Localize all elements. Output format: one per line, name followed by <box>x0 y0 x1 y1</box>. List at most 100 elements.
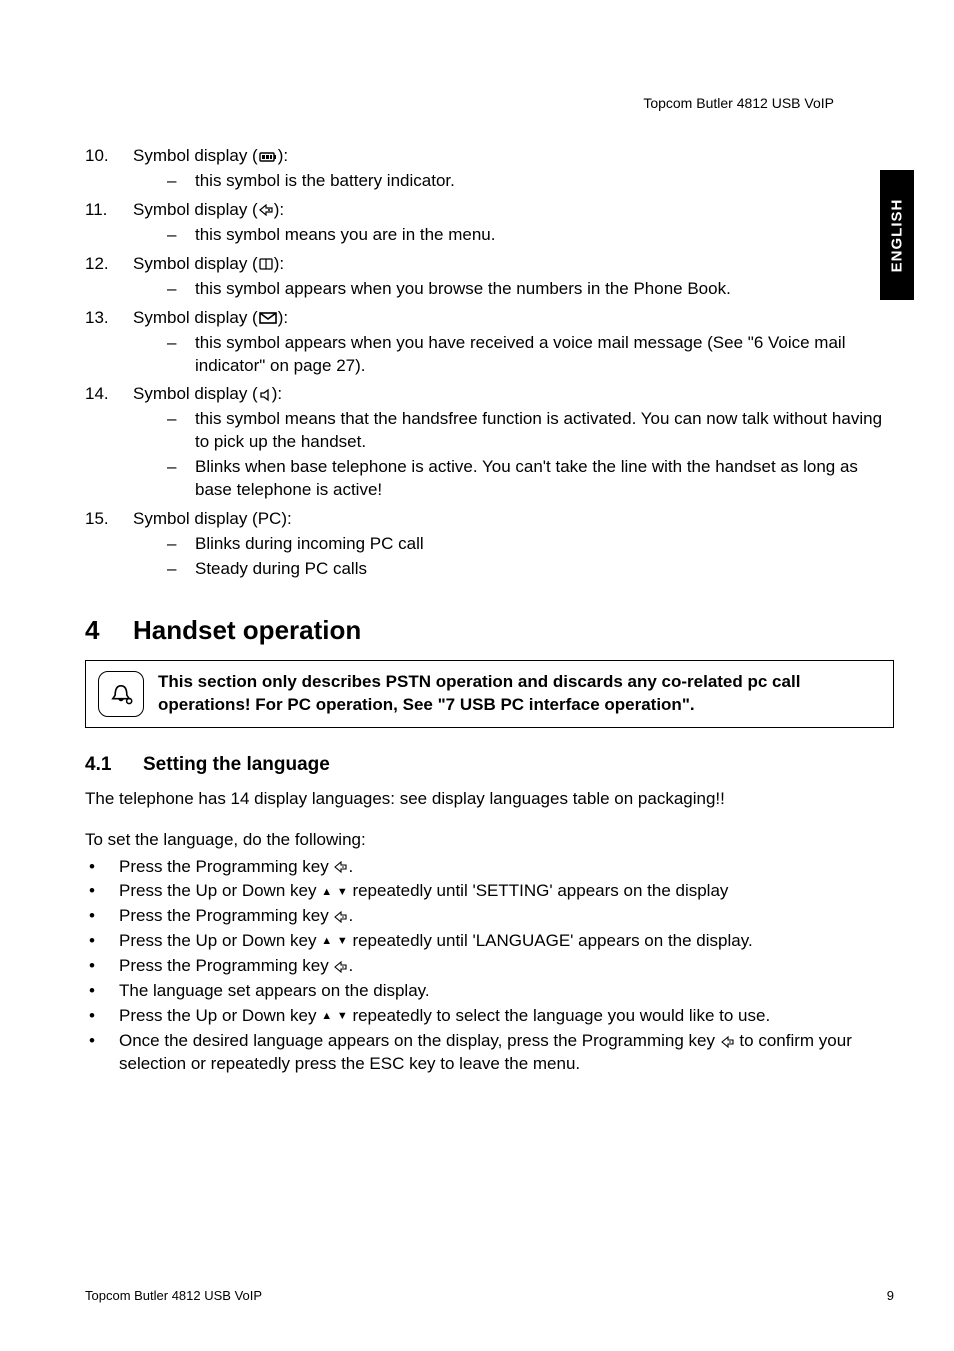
section-title: Handset operation <box>133 613 361 648</box>
dash: – <box>167 456 195 502</box>
bullet-item: •Press the Up or Down key ▲ ▼ repeatedly… <box>85 1005 894 1028</box>
note-icon <box>98 671 144 717</box>
language-tab-label: ENGLISH <box>889 198 906 272</box>
list-subitem-text: Blinks during incoming PC call <box>195 533 894 556</box>
list-subitem: –Steady during PC calls <box>133 558 894 581</box>
bullet-post: . <box>348 906 353 925</box>
bullet-marker: • <box>85 980 119 1003</box>
dash: – <box>167 533 195 556</box>
list-subitem: –this symbol appears when you browse the… <box>133 278 894 301</box>
bullet-pre: Press the Programming key <box>119 906 333 925</box>
bullet-post: . <box>348 956 353 975</box>
list-item: 11.Symbol display ():–this symbol means … <box>85 199 894 249</box>
bullet-text: Press the Up or Down key ▲ ▼ repeatedly … <box>119 880 894 903</box>
bullet-item: •Once the desired language appears on th… <box>85 1030 894 1076</box>
list-subitem: –Blinks when base telephone is active. Y… <box>133 456 894 502</box>
bullet-pre: Press the Programming key <box>119 857 333 876</box>
list-item: 14.Symbol display ():–this symbol means … <box>85 383 894 504</box>
bullet-text: Press the Programming key . <box>119 955 894 978</box>
header-product: Topcom Butler 4812 USB VoIP <box>643 95 834 111</box>
list-subitem-text: this symbol means you are in the menu. <box>195 224 894 247</box>
up-triangle-icon: ▲ <box>321 934 332 949</box>
bullet-item: •The language set appears on the display… <box>85 980 894 1003</box>
list-number: 11. <box>85 199 133 249</box>
mail-icon <box>258 310 278 326</box>
bullet-marker: • <box>85 880 119 903</box>
dash: – <box>167 332 195 378</box>
bullet-item: •Press the Programming key . <box>85 905 894 928</box>
bell-icon <box>107 680 135 708</box>
bullet-marker: • <box>85 930 119 953</box>
bullet-pre: Press the Programming key <box>119 956 333 975</box>
list-title: Symbol display (): <box>133 145 894 168</box>
list-title: Symbol display (): <box>133 199 894 222</box>
list-body: Symbol display ():–this symbol means you… <box>133 199 894 249</box>
battery-icon <box>258 150 278 164</box>
dash: – <box>167 278 195 301</box>
list-title: Symbol display (PC): <box>133 508 894 531</box>
book-icon <box>258 257 274 271</box>
footer: Topcom Butler 4812 USB VoIP 9 <box>85 1288 894 1303</box>
down-triangle-icon: ▼ <box>337 934 348 949</box>
up-triangle-icon: ▲ <box>321 1009 332 1024</box>
list-subitem-text: this symbol appears when you have receiv… <box>195 332 894 378</box>
list-title-pre: Symbol display ( <box>133 384 258 403</box>
language-tab: ENGLISH <box>880 170 914 300</box>
bullet-text: Press the Up or Down key ▲ ▼ repeatedly … <box>119 1005 894 1028</box>
note-text: This section only describes PSTN operati… <box>158 671 881 717</box>
dash: – <box>167 408 195 454</box>
list-subitem-text: this symbol means that the handsfree fun… <box>195 408 894 454</box>
list-title-pre: Symbol display ( <box>133 254 258 273</box>
list-title: Symbol display (): <box>133 307 894 330</box>
bullet-item: •Press the Up or Down key ▲ ▼ repeatedly… <box>85 930 894 953</box>
prog-icon <box>333 960 348 974</box>
list-subitem-text: Blinks when base telephone is active. Yo… <box>195 456 894 502</box>
subsection-title: Setting the language <box>143 752 330 778</box>
page: Topcom Butler 4812 USB VoIP ENGLISH 10.S… <box>0 0 954 1351</box>
list-number: 12. <box>85 253 133 303</box>
list-title-post: ): <box>274 254 284 273</box>
prog-icon <box>333 860 348 874</box>
section-4-heading: 4 Handset operation <box>85 613 894 648</box>
bullet-pre: Once the desired language appears on the… <box>119 1031 720 1050</box>
dash: – <box>167 558 195 581</box>
list-body: Symbol display (PC):–Blinks during incom… <box>133 508 894 583</box>
dash: – <box>167 170 195 193</box>
menu-icon <box>258 203 274 217</box>
list-body: Symbol display ():–this symbol means tha… <box>133 383 894 504</box>
list-body: Symbol display ():–this symbol appears w… <box>133 307 894 380</box>
list-subitem-text: this symbol is the battery indicator. <box>195 170 894 193</box>
list-subitem: –this symbol is the battery indicator. <box>133 170 894 193</box>
list-number: 13. <box>85 307 133 380</box>
bullet-text: The language set appears on the display. <box>119 980 894 1003</box>
bullet-marker: • <box>85 856 119 879</box>
list-item: 12.Symbol display (): –this symbol appear… <box>85 253 894 303</box>
list-title-post: ): <box>278 146 288 165</box>
bullet-post: repeatedly until 'LANGUAGE' appears on t… <box>348 931 753 950</box>
bullet-marker: • <box>85 955 119 978</box>
section-4-1-heading: 4.1 Setting the language <box>85 752 894 778</box>
prog-icon <box>720 1035 735 1049</box>
list-subitem: –this symbol means you are in the menu. <box>133 224 894 247</box>
list-body: Symbol display ():–this symbol is the ba… <box>133 145 894 195</box>
bullet-pre: Press the Up or Down key <box>119 1006 321 1025</box>
bullet-marker: • <box>85 1030 119 1076</box>
list-number: 15. <box>85 508 133 583</box>
down-triangle-icon: ▼ <box>337 1009 348 1024</box>
bullet-pre: Press the Up or Down key <box>119 931 321 950</box>
bullet-item: •Press the Programming key . <box>85 856 894 879</box>
paragraph: The telephone has 14 display languages: … <box>85 788 894 811</box>
bullet-marker: • <box>85 1005 119 1028</box>
bullet-post: repeatedly until 'SETTING' appears on th… <box>348 881 729 900</box>
bullet-marker: • <box>85 905 119 928</box>
list-title-pre: Symbol display ( <box>133 200 258 219</box>
list-title-post: ): <box>272 384 282 403</box>
list-subitem: –Blinks during incoming PC call <box>133 533 894 556</box>
numbered-list: 10.Symbol display ():–this symbol is the… <box>85 145 894 583</box>
page-number: 9 <box>887 1288 894 1303</box>
list-title: Symbol display (): <box>133 383 894 406</box>
list-item: 13.Symbol display ():–this symbol appear… <box>85 307 894 380</box>
subsection-number: 4.1 <box>85 752 143 778</box>
footer-product: Topcom Butler 4812 USB VoIP <box>85 1288 262 1303</box>
note-box: This section only describes PSTN operati… <box>85 660 894 728</box>
